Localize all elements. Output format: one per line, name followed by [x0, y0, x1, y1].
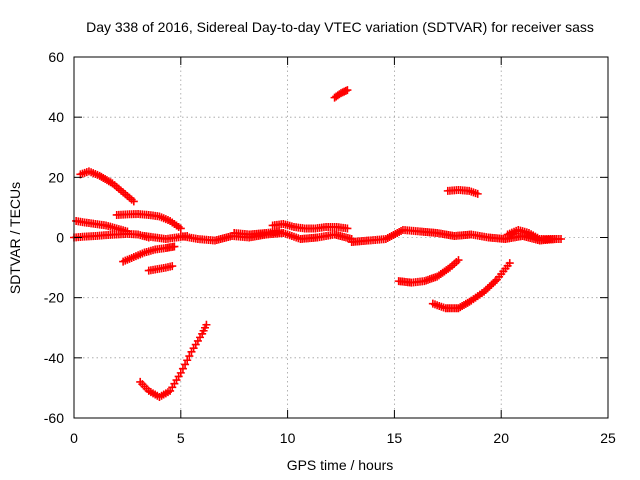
plot-frame: [73, 56, 609, 419]
chart-title: Day 338 of 2016, Sidereal Day-to-day VTE…: [86, 19, 594, 35]
series-3: [112, 210, 185, 233]
y-tick-label: -60: [44, 410, 64, 426]
x-tick-label: 20: [493, 430, 509, 446]
data-point: [473, 189, 482, 198]
y-tick-label: 60: [48, 49, 64, 65]
data-point: [343, 224, 352, 233]
series-9: [230, 227, 284, 239]
series-10: [268, 219, 352, 233]
data-point: [491, 277, 500, 286]
x-tick-label: 5: [177, 430, 185, 446]
data-point: [275, 227, 284, 236]
series-7: [136, 320, 211, 401]
data-point: [176, 368, 185, 377]
data-point: [185, 352, 194, 361]
series-0: [76, 167, 138, 206]
y-tick-label: 40: [48, 109, 64, 125]
data-point: [183, 356, 192, 365]
series-14: [428, 259, 514, 313]
data-marks: [70, 86, 566, 401]
series-15: [443, 185, 482, 198]
series-11: [330, 86, 352, 102]
tick-labels: 0 5 10 15 20 25 -60 -40 -20 0 20 40 60: [44, 49, 616, 446]
y-tick-label: -40: [44, 350, 64, 366]
data-point: [557, 235, 566, 244]
y-tick-label: 20: [48, 169, 64, 185]
data-point: [505, 259, 514, 268]
series-16: [503, 225, 566, 244]
y-tick-label: 0: [56, 230, 64, 246]
data-point: [454, 256, 463, 265]
series-6: [144, 262, 177, 275]
data-point: [202, 320, 211, 329]
x-tick-label: 0: [70, 430, 78, 446]
data-point: [176, 224, 185, 233]
series-13: [394, 256, 463, 287]
data-point: [170, 242, 179, 251]
x-tick-label: 25: [600, 430, 616, 446]
data-point: [178, 364, 187, 373]
data-point: [181, 360, 190, 369]
x-axis-label: GPS time / hours: [287, 457, 394, 473]
data-point: [168, 262, 177, 271]
y-tick-label: -20: [44, 290, 64, 306]
series-1: [72, 216, 132, 236]
series-5: [119, 242, 179, 266]
x-tick-label: 10: [280, 430, 296, 446]
x-tick-label: 15: [387, 430, 403, 446]
y-axis-label: SDTVAR / TECUs: [7, 182, 23, 294]
data-point: [343, 86, 352, 95]
data-point: [129, 197, 138, 206]
